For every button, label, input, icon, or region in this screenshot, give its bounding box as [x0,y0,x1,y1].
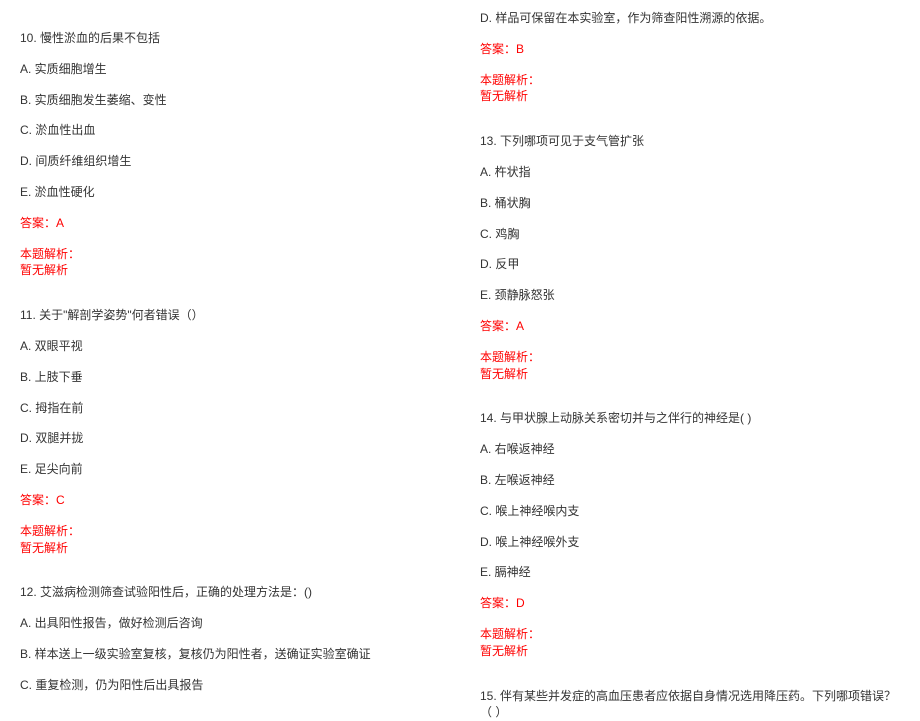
spacer [20,556,440,576]
spacer [480,680,900,688]
spacer [20,279,440,299]
q12-option-c: C. 重复检测，仍为阳性后出具报告 [20,677,440,694]
q11-option-a: A. 双眼平视 [20,338,440,355]
q10-option-d: D. 间质纤维组织增生 [20,153,440,170]
q14-option-b: B. 左喉返神经 [480,472,900,489]
q13-stem: 13. 下列哪项可见于支气管扩张 [480,133,900,150]
q10-option-c: C. 淤血性出血 [20,122,440,139]
q11-option-b: B. 上肢下垂 [20,369,440,386]
q14-analysis: 本题解析： 暂无解析 [480,626,900,660]
q14-option-a: A. 右喉返神经 [480,441,900,458]
q11-analysis-body: 暂无解析 [20,540,440,557]
q11-stem: 11. 关于"解剖学姿势"何者错误（） [20,307,440,324]
q14-answer: 答案：D [480,595,900,612]
q10-stem: 10. 慢性淤血的后果不包括 [20,30,440,47]
q11-option-c: C. 拇指在前 [20,400,440,417]
q14-stem: 14. 与甲状腺上动脉关系密切并与之伴行的神经是( ) [480,410,900,427]
q10-option-e: E. 淤血性硬化 [20,184,440,201]
right-column: D. 样品可保留在本实验室，作为筛查阳性溯源的依据。 答案：B 本题解析： 暂无… [460,0,920,651]
q11-option-d: D. 双腿并拢 [20,430,440,447]
q12-option-a: A. 出具阳性报告，做好检测后咨询 [20,615,440,632]
q13-analysis: 本题解析： 暂无解析 [480,349,900,383]
q14-analysis-label: 本题解析： [480,626,900,643]
q13-option-b: B. 桶状胸 [480,195,900,212]
q12-analysis-label: 本题解析： [480,72,900,89]
q13-option-d: D. 反甲 [480,256,900,273]
spacer [480,382,900,402]
q13-answer: 答案：A [480,318,900,335]
q10-option-b: B. 实质细胞发生萎缩、变性 [20,92,440,109]
q12-analysis: 本题解析： 暂无解析 [480,72,900,106]
q10-option-a: A. 实质细胞增生 [20,61,440,78]
q14-option-c: C. 喉上神经喉内支 [480,503,900,520]
spacer [20,299,440,307]
q13-analysis-label: 本题解析： [480,349,900,366]
spacer [480,105,900,125]
q11-option-e: E. 足尖向前 [20,461,440,478]
q14-analysis-body: 暂无解析 [480,643,900,660]
left-column: 10. 慢性淤血的后果不包括 A. 实质细胞增生 B. 实质细胞发生萎缩、变性 … [0,0,460,651]
q12-stem: 12. 艾滋病检测筛查试验阳性后，正确的处理方法是：() [20,584,440,601]
q12-answer: 答案：B [480,41,900,58]
spacer [480,660,900,680]
exam-page: 10. 慢性淤血的后果不包括 A. 实质细胞增生 B. 实质细胞发生萎缩、变性 … [0,0,920,651]
q13-analysis-body: 暂无解析 [480,366,900,383]
q13-option-a: A. 杵状指 [480,164,900,181]
spacer [480,402,900,410]
spacer [480,125,900,133]
q11-analysis: 本题解析： 暂无解析 [20,523,440,557]
q11-answer: 答案：C [20,492,440,509]
q10-analysis-label: 本题解析： [20,246,440,263]
q10-analysis: 本题解析： 暂无解析 [20,246,440,280]
spacer [20,10,440,30]
spacer [20,576,440,584]
q12-option-b: B. 样本送上一级实验室复核，复核仍为阳性者，送确证实验室确证 [20,646,440,663]
q14-option-d: D. 喉上神经喉外支 [480,534,900,551]
q11-analysis-label: 本题解析： [20,523,440,540]
q13-option-e: E. 颈静脉怒张 [480,287,900,304]
q12-option-d: D. 样品可保留在本实验室，作为筛查阳性溯源的依据。 [480,10,900,27]
q13-option-c: C. 鸡胸 [480,226,900,243]
q14-option-e: E. 膈神经 [480,564,900,581]
q10-answer: 答案：A [20,215,440,232]
q12-analysis-body: 暂无解析 [480,88,900,105]
q15-stem: 15. 伴有某些并发症的高血压患者应依据自身情况选用降压药。下列哪项错误？（ ） [480,688,900,721]
q10-analysis-body: 暂无解析 [20,262,440,279]
